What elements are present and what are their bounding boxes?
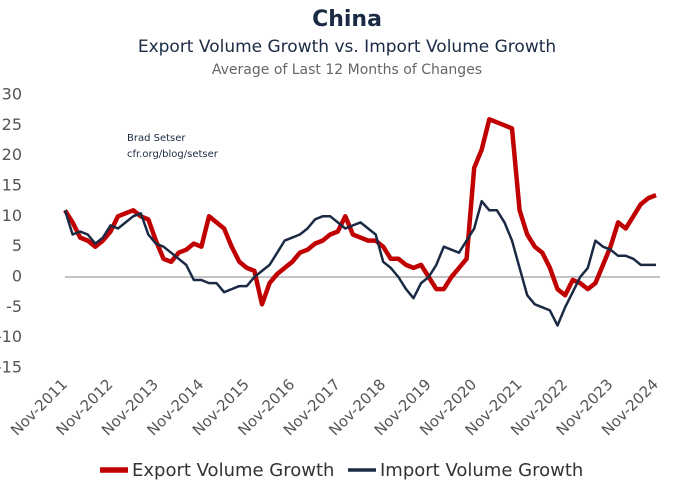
annotation: Brad Setser — [127, 133, 186, 144]
chart-title: China — [312, 7, 382, 32]
y-tick-label: -10 — [0, 327, 22, 346]
y-tick-label: 5 — [12, 236, 22, 255]
y-tick-label: 20 — [2, 145, 22, 164]
y-tick-label: 25 — [2, 115, 22, 134]
line-series — [63, 199, 656, 327]
annotation: cfr.org/blog/setser — [127, 149, 219, 160]
chart-note: Average of Last 12 Months of Changes — [212, 62, 482, 78]
y-tick-label: 30 — [2, 85, 22, 104]
y-tick-label: -5 — [6, 297, 22, 316]
line-series — [63, 117, 657, 307]
chart-subtitle: Export Volume Growth vs. Import Volume G… — [138, 37, 556, 57]
y-tick-label: 15 — [2, 176, 22, 195]
y-tick-label: 0 — [12, 267, 22, 286]
y-tick-label: 10 — [2, 206, 22, 225]
legend-label: Import Volume Growth — [380, 460, 583, 481]
y-tick-label: -15 — [0, 358, 22, 377]
legend-label: Export Volume Growth — [132, 460, 334, 481]
